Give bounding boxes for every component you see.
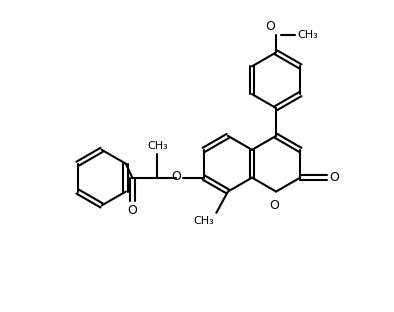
Text: O: O [330, 171, 340, 184]
Text: CH₃: CH₃ [193, 216, 214, 226]
Text: O: O [127, 204, 137, 217]
Text: CH₃: CH₃ [297, 30, 318, 40]
Text: O: O [171, 170, 180, 183]
Text: CH₃: CH₃ [147, 141, 168, 151]
Text: O: O [269, 198, 279, 212]
Text: O: O [266, 20, 275, 33]
